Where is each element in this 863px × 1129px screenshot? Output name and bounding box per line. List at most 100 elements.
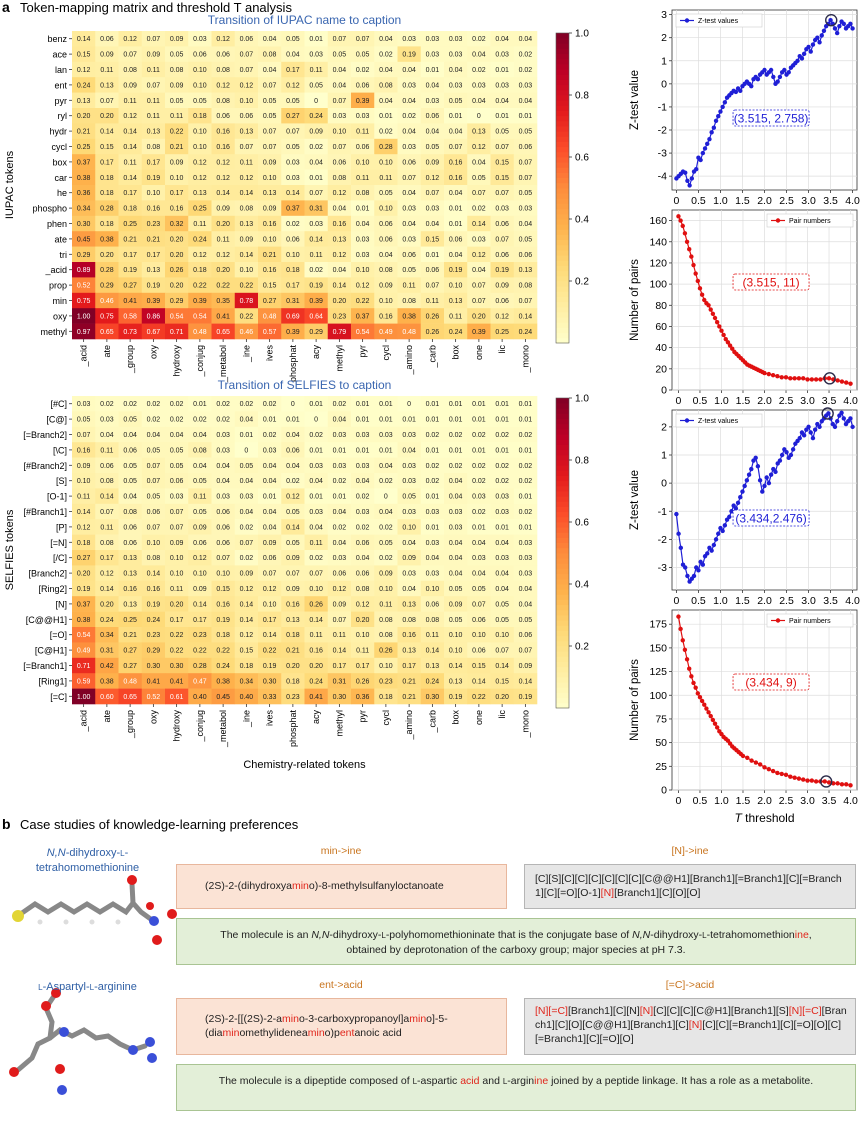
cell-label: 0.09	[147, 52, 161, 59]
heatmap-cell	[118, 534, 143, 551]
heatmap-cell	[513, 277, 538, 294]
data-point	[682, 231, 688, 236]
cell-label: 0.02	[333, 401, 347, 408]
col-label: _conjug	[195, 345, 205, 378]
cell-label: 0.15	[495, 678, 509, 685]
colorbar-step	[556, 265, 569, 272]
cell-label: 0.48	[263, 313, 277, 320]
col-label: _mono	[520, 345, 530, 374]
colorbar-step	[556, 162, 569, 168]
cell-label: 0.29	[309, 329, 323, 336]
cell-label: 0.04	[402, 221, 416, 228]
cell-label: 0.10	[77, 478, 91, 485]
cell-label: 0.07	[519, 175, 533, 182]
data-point	[676, 214, 681, 219]
heatmap-cell	[374, 534, 398, 551]
cell-label: 0.04	[495, 571, 509, 578]
heatmap-cell	[327, 426, 352, 443]
cell-label: 0.07	[147, 478, 161, 485]
cell-label: 0.05	[286, 509, 300, 516]
heatmap-cell	[258, 277, 282, 294]
heatmap-cell	[444, 231, 468, 247]
heatmap-cell	[374, 292, 398, 309]
heatmap-cell	[490, 396, 515, 412]
heatmap-cell	[281, 411, 305, 428]
cell-label: 0.19	[77, 586, 91, 593]
data-point	[721, 332, 726, 338]
heatmap-cell	[188, 627, 212, 643]
row-label: min	[52, 296, 67, 306]
heatmap-cell	[397, 138, 422, 155]
colorbar-step	[556, 558, 569, 564]
heatmap-cell	[374, 169, 398, 186]
colorbar-step	[556, 403, 569, 409]
y-tick-label: -4	[658, 171, 667, 183]
y-tick-label: 50	[655, 737, 667, 749]
cell-label: 0.01	[519, 417, 533, 424]
cell-label: 0.18	[193, 267, 207, 274]
heatmap-cell	[327, 61, 352, 78]
heatmap-cell	[72, 169, 96, 186]
colorbar-step	[556, 234, 569, 241]
heatmap-cell	[420, 200, 445, 217]
data-point	[707, 137, 712, 142]
cell-label: 0.02	[472, 509, 486, 516]
cell-label: 0.30	[263, 678, 277, 685]
x-tick-label: 3.0	[800, 795, 815, 807]
cell-label: 0.22	[263, 648, 277, 655]
heatmap-cell	[118, 185, 143, 201]
heatmap-cell	[397, 642, 422, 659]
data-point	[777, 74, 783, 80]
cell-label: 0.15	[495, 159, 509, 166]
cell-label: 0.07	[240, 144, 254, 151]
colorbar-step	[556, 229, 569, 235]
heatmap-cell	[211, 519, 236, 535]
cell-label: 0.04	[402, 447, 416, 454]
heatmap-cell	[304, 611, 329, 628]
cell-label: 0.18	[100, 190, 114, 197]
col-label: _amino	[404, 710, 414, 741]
heatmap-cell	[351, 565, 375, 582]
cell-label: 0.08	[216, 98, 230, 105]
data-point	[766, 371, 772, 377]
heatmap-cell	[327, 565, 352, 582]
x-tick-label: 2.5	[779, 795, 794, 807]
heatmap-cell	[211, 108, 236, 124]
heatmap-cell	[327, 642, 352, 659]
cell-label: 0.10	[170, 571, 184, 578]
cell-label: 0.31	[333, 678, 347, 685]
colorbar-step	[556, 547, 569, 554]
heatmap-cell	[327, 457, 352, 474]
heatmap-cell	[188, 611, 212, 628]
cell-label: 0.08	[379, 267, 393, 274]
row-label: phospho	[32, 204, 67, 214]
heatmap-cell	[281, 534, 305, 551]
cell-label: 0.54	[356, 329, 370, 336]
heatmap-cell	[351, 426, 375, 443]
cell-label: 0.02	[379, 129, 393, 136]
cell-label: 0.04	[426, 555, 440, 562]
cell-label: 0.10	[193, 82, 207, 89]
data-point	[749, 466, 754, 472]
cell-label: 0.06	[100, 36, 114, 43]
heatmap-cell	[420, 277, 445, 294]
cell-label: 0.36	[356, 694, 370, 701]
colorbar-step	[556, 434, 569, 440]
heatmap-cell	[467, 31, 491, 47]
cell-label: 0.46	[100, 298, 114, 305]
cell-label: 0.41	[147, 678, 161, 685]
cell-label: 0.13	[472, 129, 486, 136]
cell-label: 0.01	[519, 447, 533, 454]
heatmap-cell	[513, 185, 538, 201]
heatmap-cell	[95, 488, 119, 505]
data-point	[713, 537, 719, 542]
colorbar-tick-label: 0.6	[575, 518, 589, 529]
row-label: [N]	[55, 599, 67, 609]
cell-label: 0.28	[100, 267, 114, 274]
data-point	[684, 239, 690, 244]
data-point	[768, 67, 774, 73]
x-tick-label: 3.0	[800, 395, 815, 407]
cell-label: 0.13	[519, 267, 533, 274]
heatmap-cell	[444, 457, 468, 474]
cell-label: 0.09	[100, 52, 114, 59]
